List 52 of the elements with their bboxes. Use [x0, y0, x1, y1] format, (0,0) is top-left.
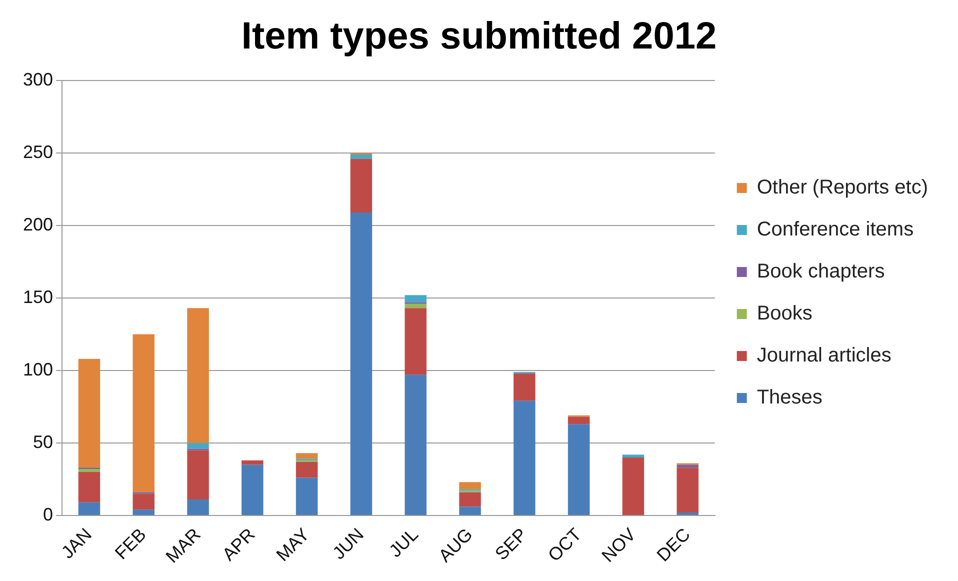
x-tick-label: FEB — [111, 524, 150, 564]
bar — [296, 453, 318, 459]
legend-label: Book chapters — [756, 260, 885, 283]
bar — [132, 494, 155, 510]
legend-label: Other (Reports etc) — [756, 176, 928, 199]
bar — [187, 308, 209, 443]
bar — [622, 457, 644, 515]
bar — [242, 464, 264, 515]
bar — [404, 374, 427, 515]
y-tick-label: 0 — [43, 504, 54, 524]
bar — [514, 400, 536, 515]
bar — [78, 502, 100, 515]
bar — [459, 492, 481, 507]
bar — [350, 154, 372, 159]
bar — [459, 482, 481, 490]
bar — [296, 478, 318, 515]
y-tick-label: 250 — [22, 142, 54, 162]
legend-label: Theses — [756, 386, 822, 409]
y-tick-label: 100 — [22, 359, 54, 380]
bar — [404, 308, 427, 375]
y-tick-label: 150 — [22, 286, 54, 307]
x-tick-label: SEP — [491, 524, 531, 564]
bar — [187, 500, 209, 515]
chart-title: Item types submitted 2012 — [241, 15, 717, 58]
legend-label: Conference items — [756, 218, 914, 241]
bar — [350, 212, 372, 515]
x-tick-label: JUL — [385, 524, 422, 562]
bar — [404, 304, 427, 308]
bar — [242, 460, 264, 465]
y-tick-label: 300 — [22, 70, 54, 90]
legend-label: Journal articles — [756, 344, 892, 367]
bar — [350, 158, 372, 213]
y-tick-label: 50 — [33, 432, 54, 452]
bar — [132, 334, 155, 492]
bar — [568, 416, 590, 424]
bar — [132, 510, 155, 515]
bar — [568, 424, 590, 515]
bar — [187, 442, 209, 449]
bar — [459, 506, 481, 515]
y-tick-label: 200 — [22, 214, 54, 235]
bar — [622, 454, 644, 458]
bar — [78, 469, 100, 472]
bar — [404, 295, 427, 302]
bar — [676, 464, 699, 468]
bar — [676, 468, 699, 513]
bar — [78, 358, 100, 468]
bar — [514, 373, 536, 401]
bar — [78, 472, 100, 502]
legend-label: Books — [756, 302, 812, 325]
x-tick-label: JAN — [57, 524, 96, 562]
bar — [296, 462, 318, 478]
bar — [187, 450, 209, 500]
